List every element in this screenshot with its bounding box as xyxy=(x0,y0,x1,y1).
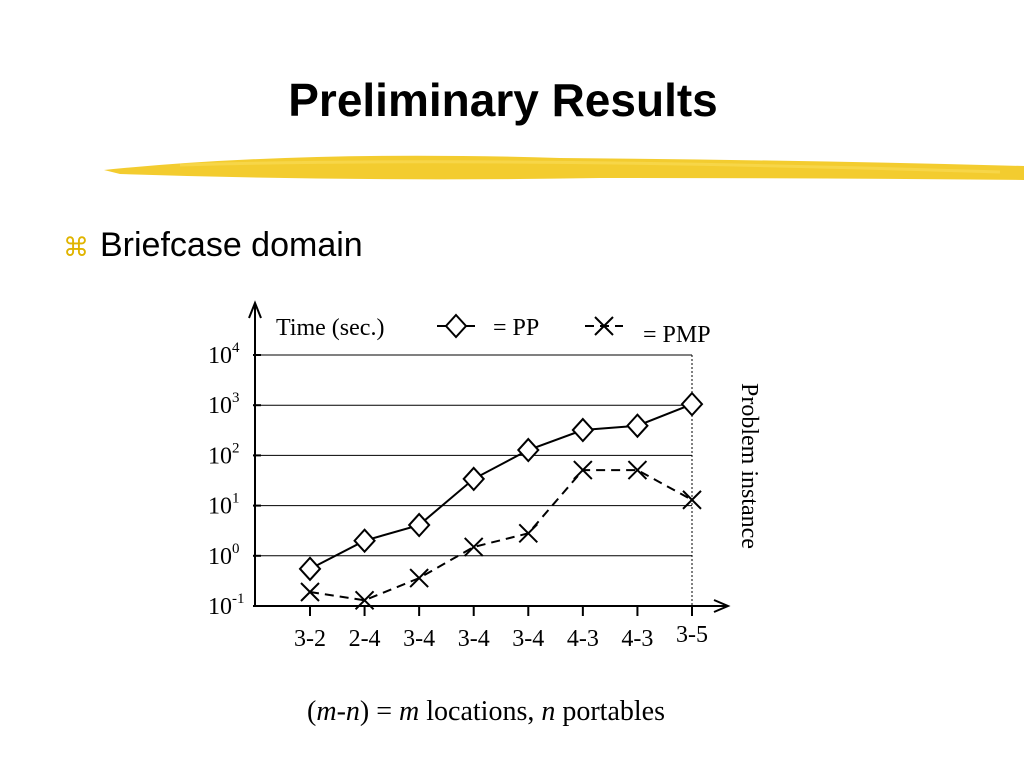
marker-x xyxy=(627,460,648,480)
y-tick-exponent: 1 xyxy=(232,491,240,507)
y-tick-label: 100 xyxy=(208,541,240,570)
marker-diamond xyxy=(680,391,704,417)
marker-diamond xyxy=(444,313,468,339)
y-tick-exponent: 4 xyxy=(232,340,240,356)
bullet-text: Briefcase domain xyxy=(100,226,363,264)
marker-diamond xyxy=(626,413,649,439)
y-tick-base: 10 xyxy=(208,544,232,570)
series-line xyxy=(309,469,693,602)
x-tick-label: 3-4 xyxy=(512,626,544,652)
x-tick-label: 3-5 xyxy=(676,622,708,648)
footnote-part: portables xyxy=(555,696,665,727)
footnote-part: m-n xyxy=(316,696,360,727)
marker-diamond xyxy=(353,528,376,554)
marker-diamond xyxy=(462,466,486,492)
footnote-part: locations, xyxy=(419,696,541,727)
legend-label: = PP xyxy=(493,315,539,341)
y-tick-label: 103 xyxy=(208,390,240,419)
bullet-symbol: ⌘ xyxy=(63,233,89,263)
marker-x xyxy=(594,316,614,336)
y-tick-exponent: 2 xyxy=(232,440,240,456)
marker-x xyxy=(682,490,702,510)
y-tick-exponent: -1 xyxy=(232,591,245,607)
y-tick-exponent: 0 xyxy=(232,541,240,557)
marker-x xyxy=(300,582,320,602)
x-axis-arrow xyxy=(713,599,731,613)
y-tick-base: 10 xyxy=(208,393,232,419)
marker-x xyxy=(573,460,593,480)
y-axis-label: Time (sec.) xyxy=(276,315,384,341)
y-axis-arrow xyxy=(248,300,262,319)
y-tick-base: 10 xyxy=(208,343,232,369)
footnote: (m-n) = m locations, n portables xyxy=(307,696,665,727)
marker-x xyxy=(518,523,538,544)
y-tick-label: 104 xyxy=(208,340,240,369)
title-brush-streak xyxy=(179,160,1001,174)
x-tick-label: 3-4 xyxy=(458,626,490,652)
marker-diamond xyxy=(407,512,431,538)
x-axis-label: Problem instance xyxy=(736,383,762,549)
x-tick-label: 3-4 xyxy=(403,626,435,652)
footnote-part: m xyxy=(399,696,419,727)
marker-diamond xyxy=(298,556,322,582)
x-tick-label: 2-4 xyxy=(349,626,381,652)
x-tick-label: 3-2 xyxy=(294,626,326,652)
y-tick-base: 10 xyxy=(208,494,232,520)
y-tick-label: 101 xyxy=(208,491,240,520)
x-tick-label: 4-3 xyxy=(567,626,599,652)
marker-diamond xyxy=(571,417,595,443)
slide-title: Preliminary Results xyxy=(288,74,718,126)
marker-diamond xyxy=(516,437,540,463)
y-tick-label: 102 xyxy=(208,440,240,469)
marker-x xyxy=(354,590,375,610)
y-tick-exponent: 3 xyxy=(232,390,240,406)
legend-label: = PMP xyxy=(643,322,711,348)
x-tick-label: 4-3 xyxy=(621,626,653,652)
footnote-part: ) = xyxy=(360,696,399,727)
marker-x xyxy=(409,568,429,588)
footnote-part: n xyxy=(541,696,555,727)
y-tick-base: 10 xyxy=(208,594,232,620)
y-tick-label: 10-1 xyxy=(208,591,245,620)
footnote-part: ( xyxy=(307,696,316,727)
y-tick-base: 10 xyxy=(208,443,232,469)
marker-x xyxy=(464,537,484,557)
